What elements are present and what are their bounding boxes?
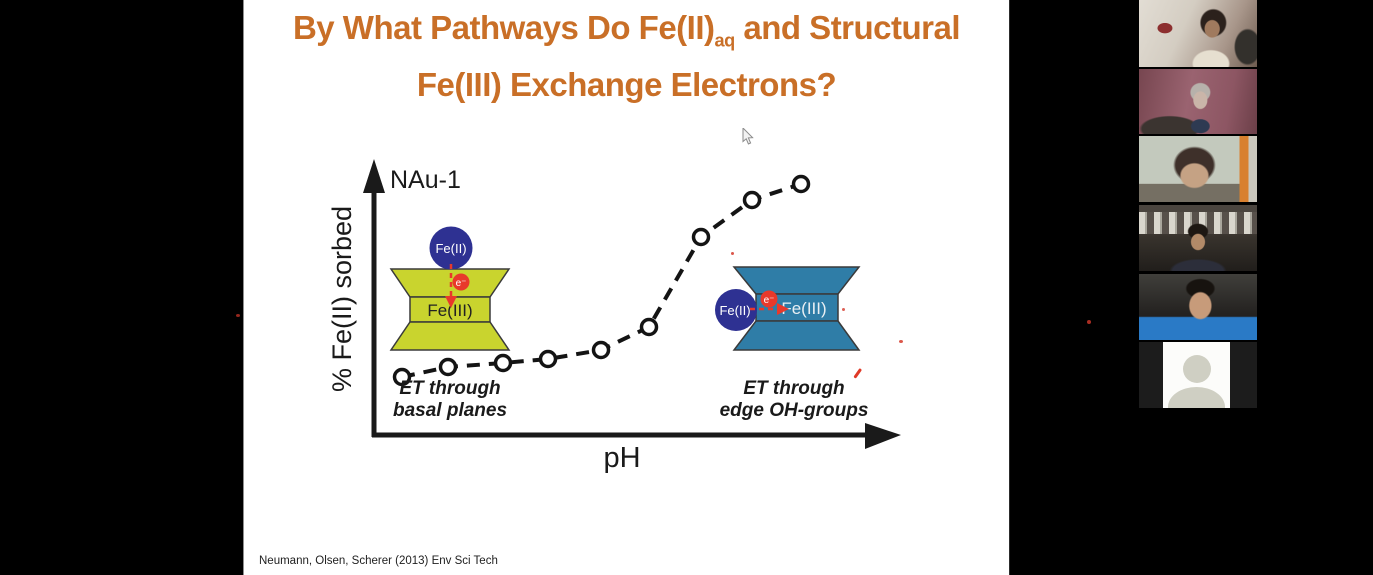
avatar-silhouette-icon [1168, 387, 1225, 408]
annotation-basal-2: basal planes [393, 400, 507, 421]
citation: Neumann, Olsen, Scherer (2013) Env Sci T… [259, 555, 498, 567]
chart-axes [363, 159, 901, 449]
ion-label: Fe(II) [435, 241, 466, 256]
electron [452, 273, 470, 291]
electron [760, 290, 778, 308]
electron-arrow-icon [445, 296, 457, 308]
laser-dot [236, 314, 240, 317]
participant-strip [1139, 0, 1257, 408]
participant-video-1[interactable] [1139, 0, 1257, 67]
series-label: NAu-1 [390, 166, 461, 194]
title-line2: Fe(III) Exchange Electrons? [416, 65, 837, 103]
annotation-edge-1: ET through [743, 378, 844, 399]
data-point [392, 367, 412, 387]
data-point [742, 190, 762, 210]
mouse-cursor-icon [742, 128, 754, 145]
electron-label: e⁻ [456, 278, 467, 289]
basal-plane-particle: Fe(III) Fe(II) e⁻ [389, 226, 511, 351]
participant-video-2[interactable] [1139, 69, 1257, 134]
ion-label: Fe(II) [719, 303, 750, 318]
edge-oh-particle: Fe(III) Fe(II) e⁻ [715, 266, 861, 351]
participant-video-3[interactable] [1139, 136, 1257, 202]
annotation-basal-1: ET through [399, 378, 500, 399]
data-point [591, 340, 611, 360]
laser-dot [899, 340, 903, 343]
data-point [791, 174, 811, 194]
laser-dot [731, 252, 734, 255]
annotation-edge-2: edge OH-groups [720, 400, 869, 421]
electron-label: e⁻ [764, 295, 775, 306]
y-axis-label: % Fe(II) sorbed [327, 206, 357, 392]
participant-video-5[interactable] [1139, 274, 1257, 340]
title-subscript: aq [714, 30, 736, 51]
core-label: Fe(III) [427, 301, 472, 320]
annotations: ET through basal planes ET through edge … [393, 378, 868, 421]
data-point [438, 357, 458, 377]
laser-dot [842, 308, 845, 311]
x-axis-label: pH [603, 442, 640, 474]
figure-chart: NAu-1 % Fe(II) sorbed pH Fe(III) Fe(II) … [327, 159, 901, 474]
data-point [493, 353, 513, 373]
participant-video-6-avatar[interactable] [1139, 342, 1257, 408]
presentation-slide: By What Pathways Do Fe(II)aq and Structu… [243, 0, 1010, 575]
data-point [639, 317, 659, 337]
fe2-ion [715, 289, 757, 331]
x-axis-arrow-icon [865, 423, 901, 449]
avatar-panel [1163, 342, 1230, 408]
fe2-ion [429, 226, 473, 270]
data-point [691, 227, 711, 247]
avatar-silhouette-icon [1182, 355, 1211, 383]
title-line1: By What Pathways Do Fe(II)aq and Structu… [292, 9, 961, 51]
data-curve [392, 174, 811, 387]
data-point [538, 349, 558, 369]
y-axis-arrow-icon [363, 159, 385, 193]
participant-video-4[interactable] [1139, 205, 1257, 271]
laser-dot [1087, 320, 1091, 324]
slide-title: By What Pathways Do Fe(II)aq and Structu… [244, 6, 1009, 107]
electron-arrow-icon [777, 303, 789, 315]
core-label: Fe(III) [781, 299, 826, 318]
